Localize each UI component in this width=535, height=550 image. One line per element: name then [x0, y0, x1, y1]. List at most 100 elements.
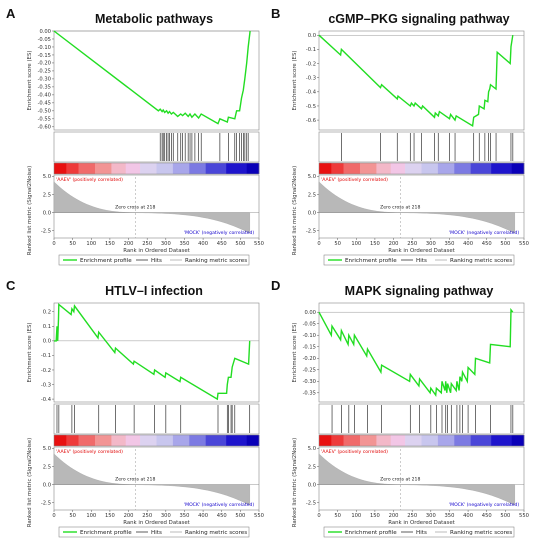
- positive-label: 'AAEV' (positively correlated): [321, 177, 388, 183]
- es-tick-label: 0.00: [304, 310, 316, 316]
- x-tick-label: 100: [86, 513, 96, 519]
- rank-color-segment: [156, 435, 174, 446]
- metric-tick-label: 5.0: [43, 446, 51, 452]
- metric-tick-label: -2.5: [41, 229, 51, 235]
- ranking-metric-area: [318, 181, 515, 234]
- panel-letter: D: [271, 278, 280, 293]
- es-tick-label: -0.2: [306, 61, 316, 67]
- es-tick-label: -0.25: [38, 69, 51, 75]
- rank-color-segment: [66, 435, 79, 446]
- rank-color-frame: [53, 434, 260, 447]
- es-frame: [318, 30, 525, 131]
- rank-color-segment: [491, 435, 512, 446]
- es-tick-label: -0.50: [38, 109, 51, 115]
- positive-label: 'AAEV' (positively correlated): [56, 177, 123, 183]
- x-tick-label: 100: [351, 241, 361, 247]
- x-tick-label: 550: [519, 513, 529, 519]
- es-tick-label: -0.2: [41, 368, 51, 374]
- x-tick-label: 150: [370, 241, 380, 247]
- x-axis-label: Rank in Ordered Dataset: [123, 248, 190, 254]
- es-tick-label: -0.15: [38, 53, 51, 59]
- rank-color-segment: [343, 435, 361, 446]
- metric-tick-label: 5.0: [43, 174, 51, 180]
- rank-color-segment: [454, 163, 471, 174]
- rank-color-segment: [246, 435, 260, 446]
- rank-color-segment: [140, 435, 157, 446]
- x-tick-label: 100: [351, 513, 361, 519]
- x-tick-label: 450: [482, 241, 492, 247]
- x-tick-label: 0: [52, 513, 55, 519]
- rank-color-segment: [390, 163, 406, 174]
- es-tick-label: -0.30: [38, 77, 51, 83]
- rank-color-segment: [140, 163, 157, 174]
- rank-color-segment: [95, 163, 112, 174]
- x-tick-label: 500: [500, 513, 510, 519]
- legend-box: [323, 526, 515, 538]
- legend-hits-label: Hits: [151, 530, 162, 536]
- es-frame: [318, 302, 525, 403]
- es-tick-label: -0.30: [303, 379, 316, 385]
- es-axis-label: Enrichment score (ES): [27, 51, 33, 111]
- x-tick-label: 0: [317, 241, 320, 247]
- metric-axis-label: Ranked list metric (Signal2Noise): [27, 438, 33, 528]
- rank-color-segment: [78, 163, 96, 174]
- x-tick-label: 300: [161, 241, 171, 247]
- x-tick-label: 300: [426, 241, 436, 247]
- rank-color-segment: [54, 435, 67, 446]
- hits-frame: [53, 403, 260, 435]
- metric-tick-label: 5.0: [308, 446, 316, 452]
- x-tick-label: 400: [198, 241, 208, 247]
- es-tick-label: -0.05: [38, 37, 51, 43]
- panel-d: D MAPK signaling pathway 0.00 -0.05 -0.10 -0.…: [269, 278, 532, 548]
- x-axis-label: Rank in Ordered Dataset: [123, 520, 190, 526]
- metric-tick-label: -2.5: [306, 229, 316, 235]
- rank-color-segment: [54, 163, 67, 174]
- enrichment-profile-line: [318, 34, 514, 127]
- hits-frame: [318, 403, 525, 435]
- x-tick-label: 150: [105, 241, 115, 247]
- es-tick-label: -0.3: [306, 75, 316, 81]
- legend-profile-label: Enrichment profile: [80, 530, 132, 536]
- es-tick-label: -0.4: [306, 90, 317, 96]
- rank-color-segment: [405, 163, 422, 174]
- x-tick-label: 250: [407, 513, 417, 519]
- panel-letter: B: [271, 6, 280, 21]
- x-tick-label: 0: [317, 513, 320, 519]
- panel-letter: C: [6, 278, 16, 293]
- legend-metric-label: Ranking metric scores: [450, 530, 512, 536]
- es-tick-label: -0.35: [303, 391, 316, 397]
- x-tick-label: 100: [86, 241, 96, 247]
- x-tick-label: 250: [407, 241, 417, 247]
- x-tick-label: 450: [482, 513, 492, 519]
- rank-color-segment: [421, 435, 439, 446]
- rank-color-segment: [331, 435, 344, 446]
- x-tick-label: 150: [370, 513, 380, 519]
- es-tick-label: -0.10: [303, 333, 316, 339]
- x-tick-label: 350: [445, 241, 455, 247]
- x-tick-label: 200: [124, 513, 134, 519]
- rank-color-segment: [360, 435, 377, 446]
- gsea-plot-c: C HTLV–I infection 0.2 0.1 0.0 -0.1 -0.2 -0.3 -0…: [6, 278, 264, 538]
- plot-title: HTLV–I infection: [105, 284, 203, 298]
- rank-color-segment: [111, 435, 127, 446]
- x-tick-label: 550: [254, 513, 264, 519]
- ranking-metric-area: [318, 453, 515, 506]
- rank-color-frame: [318, 434, 525, 447]
- legend-profile-label: Enrichment profile: [345, 530, 397, 536]
- es-tick-label: -0.05: [303, 322, 316, 328]
- rank-color-segment: [205, 163, 227, 174]
- x-tick-label: 250: [142, 513, 152, 519]
- rank-color-frame: [318, 162, 525, 175]
- es-axis-label: Enrichment score (ES): [292, 51, 298, 111]
- rank-color-segment: [205, 435, 227, 446]
- rank-color-segment: [156, 163, 174, 174]
- rank-color-segment: [226, 435, 247, 446]
- x-tick-label: 200: [389, 513, 399, 519]
- rank-color-segment: [172, 163, 190, 174]
- es-tick-label: -0.3: [41, 382, 51, 388]
- zero-cross-label: Zero cross at 218: [380, 476, 420, 482]
- rank-color-segment: [437, 163, 455, 174]
- x-tick-label: 300: [161, 513, 171, 519]
- x-tick-label: 550: [519, 241, 529, 247]
